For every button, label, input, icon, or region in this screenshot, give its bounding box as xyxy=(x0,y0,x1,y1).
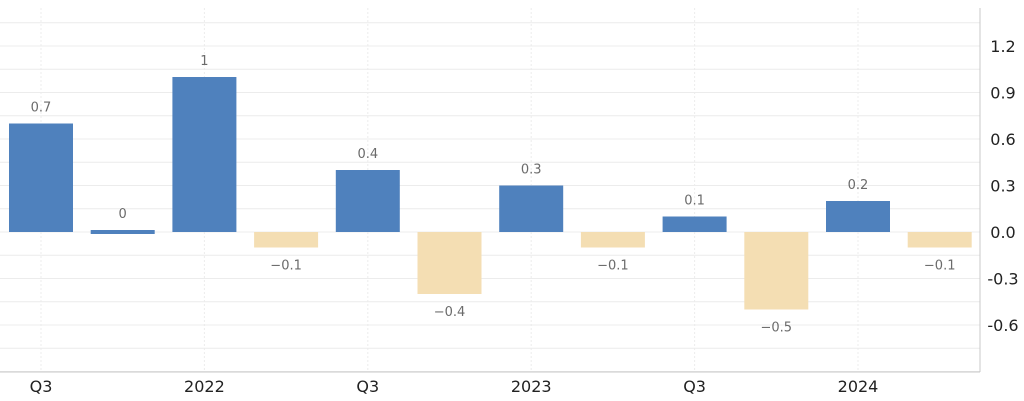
y-tick-label: 0.6 xyxy=(990,130,1015,149)
bar xyxy=(907,232,972,248)
bar xyxy=(90,230,155,234)
x-tick-label: 2022 xyxy=(184,377,225,396)
bar xyxy=(662,216,727,232)
data-label: −0.4 xyxy=(434,305,466,320)
x-tick-label: 2024 xyxy=(838,377,879,396)
x-tick-label: Q3 xyxy=(683,377,706,396)
y-tick-label: 0.9 xyxy=(990,84,1015,103)
x-tick-label: Q3 xyxy=(356,377,379,396)
bar xyxy=(9,123,73,232)
data-label: −0.1 xyxy=(924,259,956,274)
bar xyxy=(744,232,809,310)
y-tick-label: -0.3 xyxy=(987,270,1018,289)
y-axis-ticks: 1.2 0.9 0.6 0.3 0.0 -0.3 -0.6 xyxy=(987,37,1018,335)
bar xyxy=(826,201,890,232)
data-label: 0.2 xyxy=(848,178,869,193)
y-tick-label: 1.2 xyxy=(990,37,1015,56)
data-label: 0.1 xyxy=(684,194,705,209)
y-tick-label: 0.0 xyxy=(990,223,1015,242)
data-label: 0.4 xyxy=(357,147,378,162)
x-tick-label: 2023 xyxy=(511,377,552,396)
data-label: 0 xyxy=(119,207,127,222)
data-label: 0.7 xyxy=(31,101,52,116)
y-tick-label: 0.3 xyxy=(990,177,1015,196)
data-label: −0.1 xyxy=(597,259,629,274)
bar xyxy=(499,185,564,232)
data-label: 0.3 xyxy=(521,163,542,178)
bar xyxy=(335,170,400,232)
data-labels: 0.7 0 1 −0.1 0.4 −0.4 0.3 −0.1 0.1 −0.5 0.2 −0.1 xyxy=(31,54,956,336)
bar xyxy=(417,232,482,294)
y-tick-label: -0.6 xyxy=(987,316,1018,335)
x-axis-ticks: Q3 2022 Q3 2023 Q3 2024 xyxy=(30,377,879,396)
grid xyxy=(0,8,981,373)
bar xyxy=(254,232,319,248)
bar xyxy=(172,77,237,232)
data-label: −0.1 xyxy=(270,259,302,274)
data-label: −0.5 xyxy=(761,321,793,336)
bar xyxy=(580,232,645,248)
bars xyxy=(9,77,972,310)
x-tick-label: Q3 xyxy=(30,377,53,396)
data-label: 1 xyxy=(200,54,208,69)
